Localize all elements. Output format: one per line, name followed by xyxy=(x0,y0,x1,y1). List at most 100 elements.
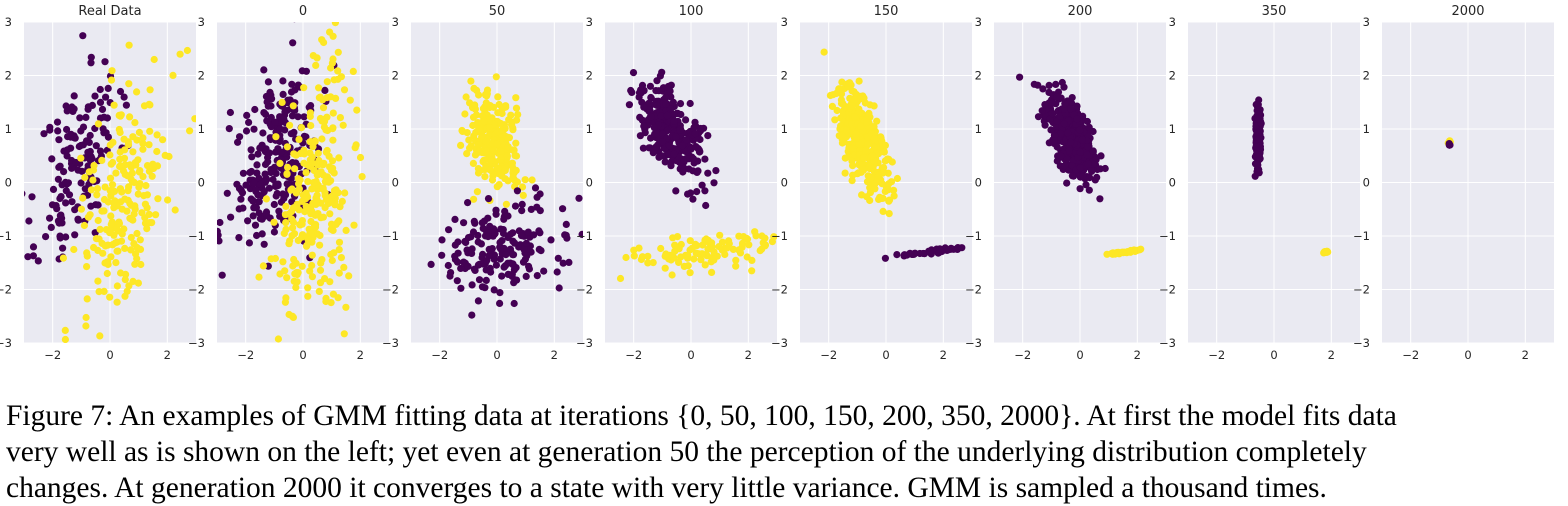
data-point xyxy=(259,129,267,137)
data-point xyxy=(852,130,860,138)
data-point xyxy=(96,332,104,340)
data-point xyxy=(689,155,698,163)
data-point xyxy=(139,173,147,181)
data-point xyxy=(697,256,705,264)
y-tick-label: −1 xyxy=(965,229,982,243)
data-point xyxy=(658,152,666,160)
data-point xyxy=(669,98,678,106)
data-point xyxy=(84,213,92,221)
data-point xyxy=(121,146,129,154)
y-tick-label: 1 xyxy=(392,122,399,136)
data-point xyxy=(470,217,478,225)
data-point xyxy=(137,260,145,269)
x-tick-label: −2 xyxy=(237,348,254,360)
data-point xyxy=(490,251,499,259)
panel-title: 200 xyxy=(1068,4,1093,19)
data-point xyxy=(113,247,121,255)
data-point xyxy=(1030,80,1038,88)
data-point xyxy=(479,224,487,232)
data-point xyxy=(288,232,296,240)
data-point xyxy=(504,212,512,220)
data-point xyxy=(492,206,500,214)
y-tick-label: −2 xyxy=(576,283,593,297)
data-point xyxy=(334,48,342,56)
data-point xyxy=(118,188,126,196)
data-point xyxy=(761,234,769,242)
data-point xyxy=(340,263,348,271)
data-point xyxy=(77,179,85,187)
y-tick-label: −2 xyxy=(1353,283,1370,297)
data-point xyxy=(533,203,541,211)
data-point xyxy=(670,117,678,125)
data-point xyxy=(283,143,291,151)
data-point xyxy=(48,201,57,209)
data-point xyxy=(497,225,505,233)
data-point xyxy=(304,178,312,186)
data-point xyxy=(855,140,863,148)
data-point xyxy=(519,191,527,199)
data-point xyxy=(701,187,709,195)
data-point xyxy=(186,127,194,135)
data-point xyxy=(90,243,98,252)
y-tick-label: −3 xyxy=(1353,336,1370,350)
data-point xyxy=(67,131,75,139)
data-point xyxy=(121,292,129,300)
data-point xyxy=(1060,120,1068,128)
x-tick-label: 2 xyxy=(1134,348,1141,360)
data-point xyxy=(276,159,284,167)
data-point xyxy=(226,108,234,117)
data-point xyxy=(260,66,268,74)
data-point xyxy=(1133,246,1141,254)
data-point xyxy=(471,101,479,109)
data-point xyxy=(685,165,693,173)
data-point xyxy=(451,215,459,223)
data-point xyxy=(509,261,517,269)
data-point xyxy=(460,219,468,227)
data-point xyxy=(669,234,677,242)
data-point xyxy=(249,212,257,220)
y-tick-label: 1 xyxy=(586,122,593,136)
data-point xyxy=(340,86,349,94)
data-point xyxy=(260,240,268,248)
data-point xyxy=(508,251,517,259)
data-point xyxy=(768,238,777,246)
data-point xyxy=(335,246,343,254)
data-point xyxy=(112,259,120,267)
data-point xyxy=(874,171,883,179)
x-tick-label: −2 xyxy=(44,348,61,360)
data-point xyxy=(142,182,150,190)
data-point xyxy=(262,211,271,219)
data-point xyxy=(268,95,276,103)
data-point xyxy=(682,251,690,259)
data-point xyxy=(690,255,698,263)
data-point xyxy=(697,124,705,133)
data-point xyxy=(1061,162,1069,170)
data-point xyxy=(294,113,302,121)
y-tick-label: −3 xyxy=(0,336,12,350)
data-point xyxy=(848,87,856,95)
data-point xyxy=(143,225,151,233)
data-point xyxy=(512,166,520,174)
data-point xyxy=(139,145,147,153)
data-point xyxy=(319,104,328,112)
data-point xyxy=(326,210,334,218)
data-point xyxy=(945,246,953,254)
y-tick-label: −1 xyxy=(771,229,788,243)
data-point xyxy=(298,197,306,205)
data-point xyxy=(70,105,78,113)
data-point xyxy=(1097,152,1105,160)
data-point xyxy=(107,212,115,220)
data-point xyxy=(82,313,90,322)
data-point xyxy=(547,236,555,244)
data-point xyxy=(322,294,330,302)
data-point xyxy=(298,233,306,241)
data-point xyxy=(150,55,158,64)
y-tick-label: 2 xyxy=(586,69,593,83)
data-point xyxy=(1255,153,1263,161)
data-point xyxy=(471,266,479,274)
data-point xyxy=(309,159,317,167)
data-point xyxy=(164,196,172,204)
y-tick-label: −3 xyxy=(965,336,982,350)
cluster-yellow xyxy=(820,48,902,218)
y-tick-label: 1 xyxy=(781,122,788,136)
